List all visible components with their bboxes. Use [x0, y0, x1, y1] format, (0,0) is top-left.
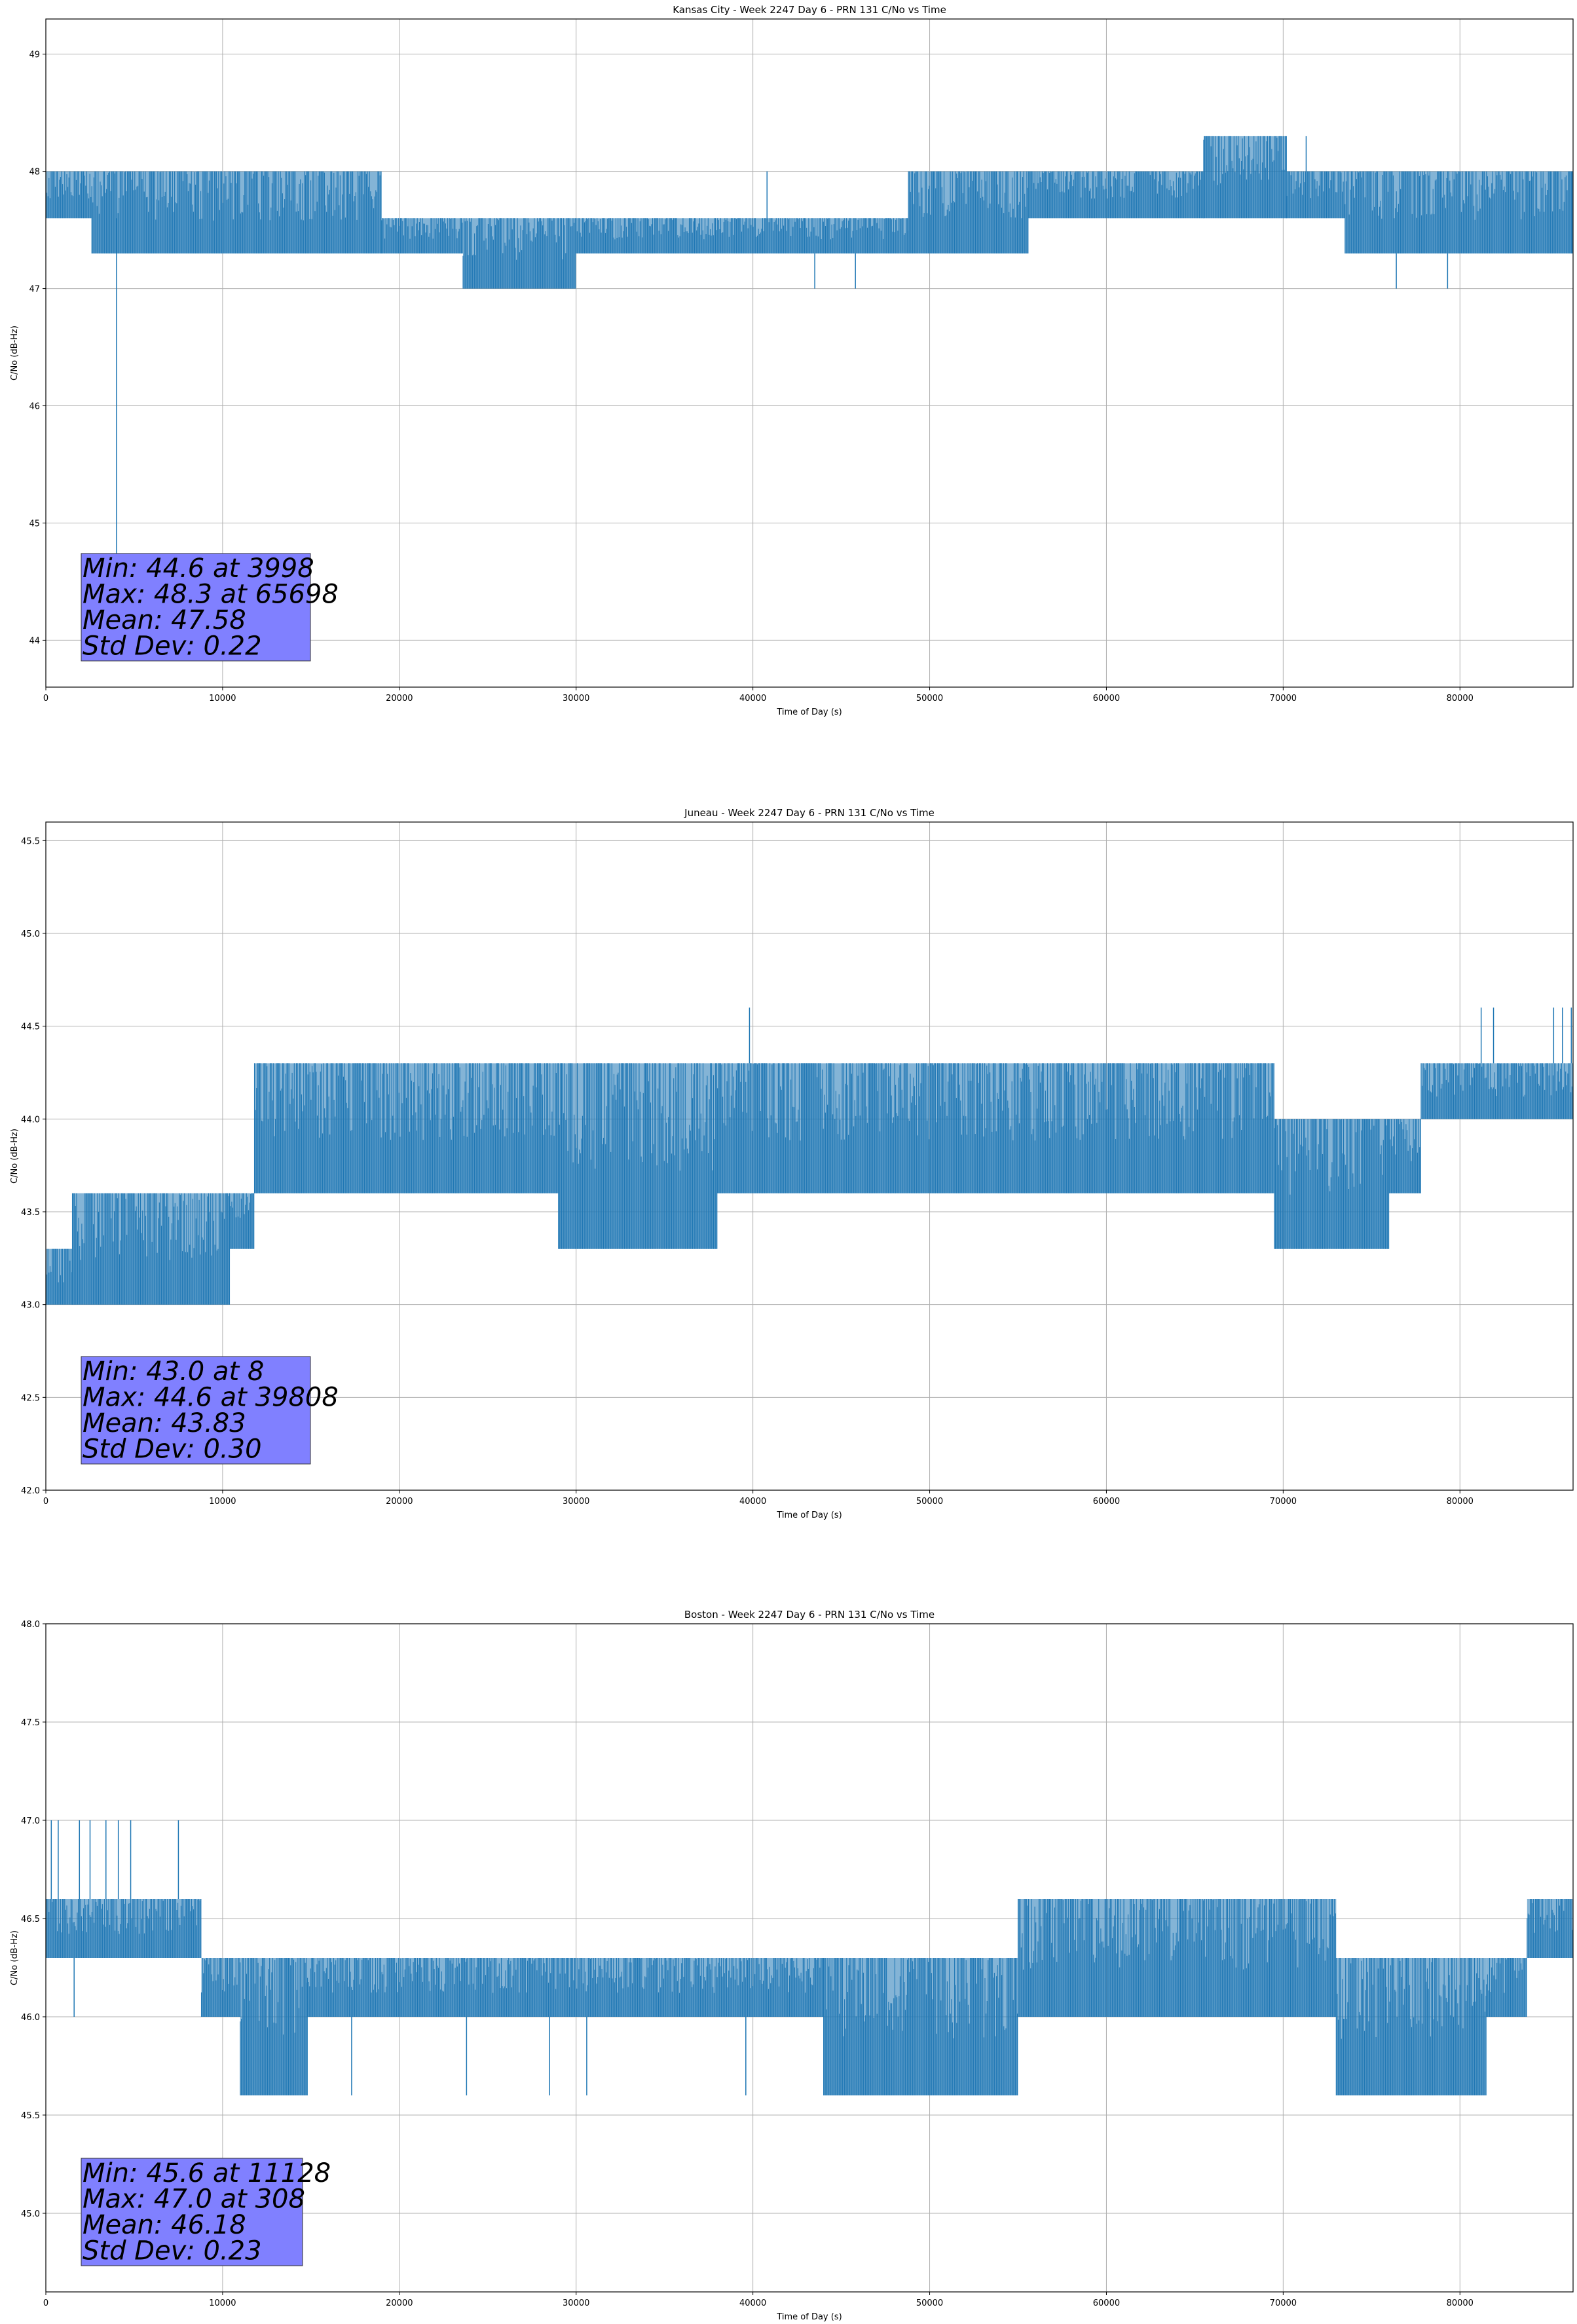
data-series	[45, 136, 1573, 571]
stats-line: Mean: 43.83	[83, 1408, 246, 1438]
x-axis-label: Time of Day (s)	[776, 2312, 842, 2322]
chart-title: Kansas City - Week 2247 Day 6 - PRN 131 …	[673, 4, 946, 16]
x-axis-label: Time of Day (s)	[776, 1510, 842, 1520]
stats-line: Min: 44.6 at 3998	[83, 553, 314, 584]
x-tick-label: 70000	[1270, 694, 1297, 703]
x-tick-label: 0	[43, 2298, 48, 2308]
stats-line: Max: 47.0 at 308	[83, 2184, 305, 2215]
y-axis-label: C/No (dB-Hz)	[10, 326, 20, 381]
x-tick-label: 50000	[916, 694, 943, 703]
stats-box	[81, 1356, 311, 1465]
stats-line: Min: 45.6 at 11128	[83, 2158, 331, 2188]
y-tick-label: 43.0	[21, 1301, 40, 1311]
y-tick-label: 45.0	[21, 929, 40, 939]
x-tick-label: 60000	[1093, 2298, 1120, 2308]
y-tick-label: 45.5	[21, 836, 40, 846]
x-tick-label: 80000	[1447, 694, 1474, 703]
plot-frame	[45, 18, 1574, 688]
x-tick-label: 40000	[739, 1497, 766, 1507]
y-tick-label: 46	[29, 402, 40, 412]
chart-title: Juneau - Week 2247 Day 6 - PRN 131 C/No …	[684, 807, 935, 819]
y-tick-label: 45.0	[21, 2209, 40, 2219]
chart-panel-boston: Boston - Week 2247 Day 6 - PRN 131 C/No …	[10, 1609, 1574, 2322]
x-tick-label: 70000	[1270, 2298, 1297, 2308]
stats-box	[81, 553, 311, 662]
y-tick-label: 45.5	[21, 2111, 40, 2121]
stats-line: Max: 44.6 at 39808	[83, 1383, 339, 1413]
x-tick-label: 80000	[1447, 1497, 1474, 1507]
chart-panel-juneau: Juneau - Week 2247 Day 6 - PRN 131 C/No …	[10, 807, 1574, 1520]
y-tick-label: 49	[29, 50, 40, 60]
y-tick-label: 47.0	[21, 1816, 40, 1826]
x-tick-label: 40000	[739, 694, 766, 703]
x-tick-label: 0	[43, 1497, 48, 1507]
x-tick-label: 30000	[563, 1497, 589, 1507]
y-tick-label: 44.5	[21, 1022, 40, 1032]
x-tick-label: 70000	[1270, 1497, 1297, 1507]
y-tick-label: 43.5	[21, 1208, 40, 1218]
x-tick-label: 60000	[1093, 1497, 1120, 1507]
stats-line: Std Dev: 0.23	[83, 2236, 262, 2266]
x-tick-label: 20000	[386, 694, 413, 703]
stats-line: Mean: 47.58	[83, 605, 246, 635]
stats-line: Min: 43.0 at 8	[83, 1357, 264, 1387]
x-tick-label: 80000	[1447, 2298, 1474, 2308]
y-tick-label: 44	[29, 636, 40, 646]
x-tick-label: 0	[43, 694, 48, 703]
x-tick-label: 30000	[563, 694, 589, 703]
y-axis-label: C/No (dB-Hz)	[10, 1129, 20, 1184]
y-tick-label: 47.5	[21, 1718, 40, 1728]
x-tick-label: 50000	[916, 1497, 943, 1507]
x-tick-label: 60000	[1093, 694, 1120, 703]
plot-frame	[45, 821, 1574, 1491]
data-band	[576, 218, 909, 253]
x-axis-label: Time of Day (s)	[776, 707, 842, 717]
y-tick-label: 46.5	[21, 1915, 40, 1924]
data-band	[201, 1958, 240, 2017]
x-tick-label: 50000	[916, 2298, 943, 2308]
x-tick-label: 40000	[739, 2298, 766, 2308]
stats-line: Std Dev: 0.30	[83, 1434, 262, 1465]
chart-panel-kansas-city: Kansas City - Week 2247 Day 6 - PRN 131 …	[10, 4, 1574, 717]
x-tick-label: 10000	[209, 2298, 236, 2308]
y-tick-label: 47	[29, 285, 40, 295]
x-tick-label: 10000	[209, 1497, 236, 1507]
y-tick-label: 46.0	[21, 2013, 40, 2023]
x-tick-label: 10000	[209, 694, 236, 703]
stats-line: Std Dev: 0.22	[83, 631, 262, 662]
y-tick-label: 45	[29, 519, 40, 529]
x-tick-label: 30000	[563, 2298, 589, 2308]
chart-title: Boston - Week 2247 Day 6 - PRN 131 C/No …	[684, 1609, 935, 1621]
data-series	[45, 1007, 1574, 1305]
data-band	[1486, 1958, 1527, 2017]
y-axis-label: C/No (dB-Hz)	[10, 1930, 20, 1985]
x-tick-label: 20000	[386, 2298, 413, 2308]
y-tick-label: 42.0	[21, 1486, 40, 1496]
y-tick-label: 42.5	[21, 1393, 40, 1403]
stats-line: Mean: 46.18	[83, 2210, 246, 2240]
plot-frame	[45, 1623, 1574, 2293]
x-tick-label: 20000	[386, 1497, 413, 1507]
stats-line: Max: 48.3 at 65698	[83, 580, 339, 610]
data-series	[45, 1820, 1573, 2095]
y-tick-label: 48	[29, 168, 40, 178]
stats-box	[81, 2158, 303, 2266]
y-tick-label: 48.0	[21, 1620, 40, 1630]
y-tick-label: 44.0	[21, 1115, 40, 1125]
